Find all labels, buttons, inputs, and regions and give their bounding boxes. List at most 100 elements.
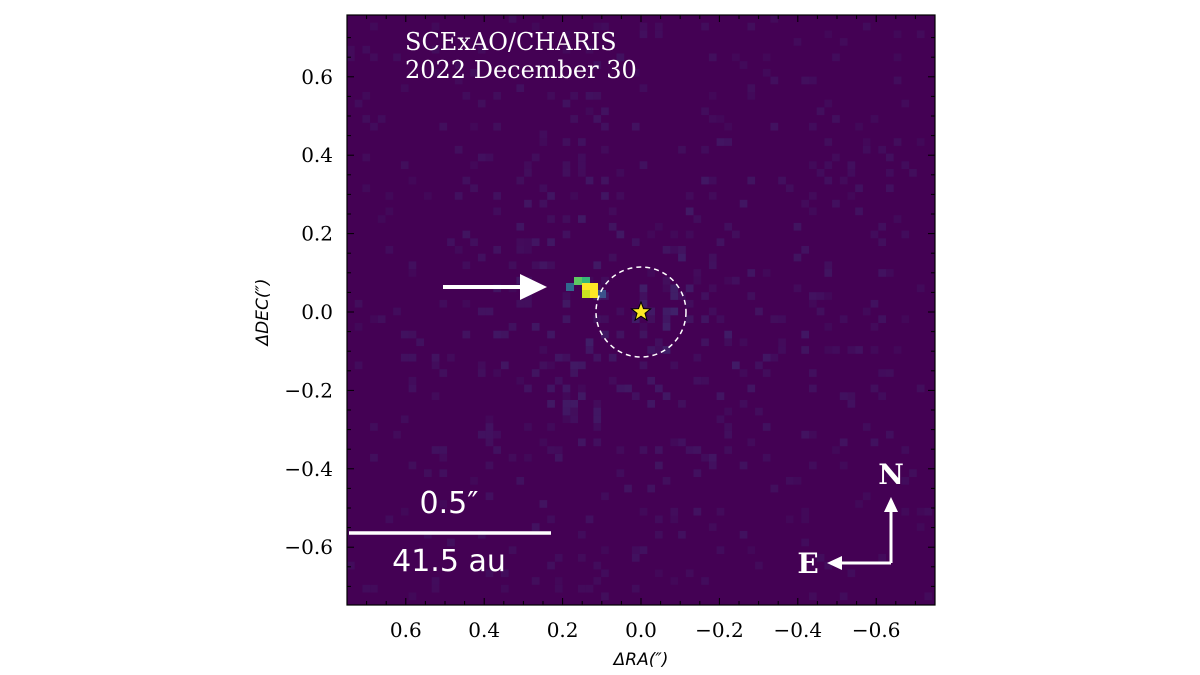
speckle-pixel xyxy=(739,369,748,377)
speckle-pixel xyxy=(601,22,609,31)
speckle-pixel xyxy=(801,330,809,339)
speckle-pixel xyxy=(516,84,525,92)
speckle-pixel xyxy=(562,161,571,169)
speckle-pixel xyxy=(655,346,663,354)
speckle-pixel xyxy=(616,192,625,200)
speckle-pixel xyxy=(909,169,917,177)
speckle-pixel xyxy=(886,369,894,377)
speckle-pixel xyxy=(578,554,586,562)
speckle-pixel xyxy=(408,384,417,393)
speckle-pixel xyxy=(878,392,886,400)
speckle-pixel xyxy=(578,161,586,169)
speckle-pixel xyxy=(693,507,702,516)
speckle-pixel xyxy=(639,292,648,300)
speckle-pixel xyxy=(662,246,671,254)
speckle-pixel xyxy=(886,469,894,477)
speckle-pixel xyxy=(701,176,709,185)
speckle-pixel xyxy=(701,22,709,31)
speckle-pixel xyxy=(524,453,532,462)
speckle-pixel xyxy=(524,246,532,254)
speckle-pixel xyxy=(670,361,679,370)
speckle-pixel xyxy=(593,353,602,362)
speckle-pixel xyxy=(477,307,486,316)
speckle-pixel xyxy=(377,115,386,123)
speckle-pixel xyxy=(855,346,863,354)
speckle-pixel xyxy=(578,392,586,400)
speckle-pixel xyxy=(485,461,494,470)
speckle-pixel xyxy=(747,438,756,447)
speckle-pixel xyxy=(408,269,417,277)
speckle-pixel xyxy=(501,584,509,593)
speckle-pixel xyxy=(493,430,501,439)
speckle-pixel xyxy=(570,192,578,200)
speckle-pixel xyxy=(716,115,725,123)
speckle-pixel xyxy=(601,107,609,116)
speckle-pixel xyxy=(562,400,571,408)
host-star-icon xyxy=(630,300,652,322)
speckle-pixel xyxy=(886,169,894,177)
speckle-pixel xyxy=(593,61,602,69)
speckle-pixel xyxy=(524,423,532,431)
speckle-pixel xyxy=(485,153,494,162)
speckle-pixel xyxy=(578,438,586,447)
speckle-pixel xyxy=(524,238,532,246)
speckle-pixel xyxy=(870,230,879,239)
speckle-pixel xyxy=(547,92,555,100)
speckle-pixel xyxy=(847,192,856,200)
speckle-pixel xyxy=(755,561,763,570)
speckle-pixel xyxy=(893,30,902,39)
speckle-pixel xyxy=(477,45,486,54)
speckle-pixel xyxy=(585,338,594,347)
speckle-pixel xyxy=(662,307,671,316)
speckle-pixel xyxy=(547,515,555,524)
speckle-pixel xyxy=(839,438,848,447)
speckle-pixel xyxy=(531,261,540,270)
speckle-pixel xyxy=(485,423,494,431)
speckle-pixel xyxy=(762,369,771,377)
speckle-pixel xyxy=(832,115,840,123)
speckle-pixel xyxy=(354,99,363,108)
speckle-pixel xyxy=(824,346,833,354)
speckle-pixel xyxy=(816,107,825,116)
speckle-pixel xyxy=(809,430,817,439)
speckle-pixel xyxy=(585,176,594,185)
speckle-pixel xyxy=(493,246,501,254)
speckle-pixel xyxy=(524,299,532,308)
speckle-pixel xyxy=(824,161,833,169)
speckle-pixel xyxy=(793,477,802,485)
speckle-noise xyxy=(347,15,933,601)
speckle-pixel xyxy=(916,30,925,39)
speckle-pixel xyxy=(377,315,386,323)
speckle-pixel xyxy=(508,323,517,331)
speckle-pixel xyxy=(716,238,725,246)
speckle-pixel xyxy=(739,530,748,539)
scale-bar-angle-label: 0.5″ xyxy=(420,486,479,521)
speckle-pixel xyxy=(647,230,655,239)
y-tick-label: 0.6 xyxy=(301,65,333,89)
speckle-pixel xyxy=(816,554,825,562)
speckle-pixel xyxy=(562,315,571,323)
speckle-pixel xyxy=(593,415,602,424)
speckle-pixel xyxy=(493,192,501,200)
speckle-pixel xyxy=(462,299,471,308)
speckle-pixel xyxy=(431,45,440,54)
speckle-pixel xyxy=(685,446,694,454)
speckle-pixel xyxy=(593,577,602,585)
speckle-pixel xyxy=(824,176,833,185)
speckle-pixel xyxy=(485,415,494,424)
speckle-pixel xyxy=(354,323,363,331)
x-tick-label: −0.4 xyxy=(774,618,823,642)
speckle-pixel xyxy=(639,30,648,39)
speckle-pixel xyxy=(631,554,640,562)
speckle-pixel xyxy=(400,84,409,92)
speckle-pixel xyxy=(878,269,886,277)
speckle-pixel xyxy=(701,338,709,347)
speckle-pixel xyxy=(562,215,571,223)
speckle-pixel xyxy=(647,346,655,354)
speckle-pixel xyxy=(678,246,686,254)
speckle-pixel xyxy=(901,446,910,454)
speckle-pixel xyxy=(393,53,401,62)
speckle-pixel xyxy=(762,423,771,431)
speckle-pixel xyxy=(909,469,917,477)
